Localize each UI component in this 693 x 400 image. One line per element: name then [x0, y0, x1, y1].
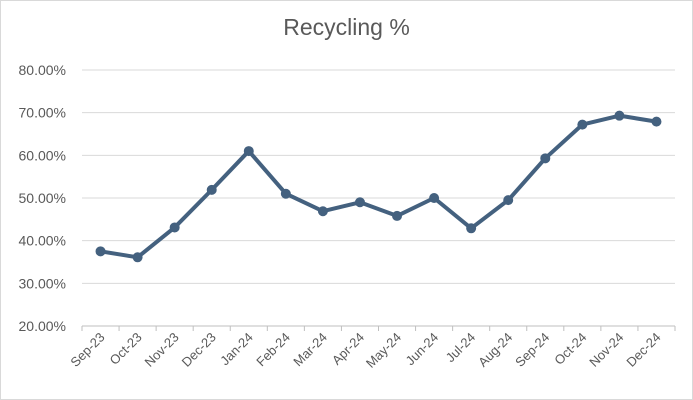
- data-point: [317, 206, 328, 217]
- x-tick-label: May-24: [363, 330, 404, 371]
- y-axis-ticks: 20.00% 30.00% 40.00% 50.00% 60.00% 70.00% 80.0…: [19, 62, 66, 334]
- data-point: [132, 252, 143, 263]
- x-tick-label: Aug-24: [475, 330, 515, 370]
- data-point: [206, 184, 217, 195]
- y-tick-label: 30.00%: [19, 275, 66, 291]
- x-tick-label: Nov-24: [586, 330, 626, 370]
- chart-title: Recycling %: [283, 14, 410, 40]
- x-tick-label: Apr-24: [329, 330, 367, 368]
- x-tick-label: Sep-23: [67, 330, 107, 370]
- x-tick-label: Nov-23: [142, 330, 182, 370]
- x-axis: [81, 325, 676, 331]
- data-point: [503, 195, 514, 206]
- data-point: [577, 119, 588, 130]
- data-point: [95, 246, 106, 257]
- y-tick-label: 60.00%: [19, 147, 66, 163]
- x-tick-label: Jun-24: [403, 330, 442, 369]
- gridlines: [82, 69, 675, 284]
- y-tick-label: 50.00%: [19, 190, 66, 206]
- data-point: [614, 110, 625, 121]
- x-tick-label: Jul-24: [443, 330, 479, 366]
- x-tick-label: Sep-24: [512, 330, 552, 370]
- x-tick-label: Mar-24: [290, 330, 330, 370]
- x-tick-label: Dec-23: [179, 330, 219, 370]
- data-point: [243, 146, 254, 157]
- y-tick-label: 40.00%: [19, 233, 66, 249]
- data-point: [392, 210, 403, 221]
- x-tick-label: Feb-24: [253, 330, 293, 370]
- series-line: [98, 113, 659, 260]
- x-tick-label: Dec-24: [623, 330, 663, 370]
- x-axis-ticks: Sep-23Oct-23Nov-23Dec-23Jan-24Feb-24Mar-…: [67, 330, 663, 371]
- data-point: [280, 188, 291, 199]
- x-tick-label: Oct-23: [107, 330, 145, 368]
- data-point: [466, 223, 477, 234]
- series-group: [95, 110, 662, 263]
- x-tick-label: Oct-24: [551, 330, 589, 368]
- data-point: [169, 222, 180, 233]
- data-point: [354, 197, 365, 208]
- data-point: [429, 193, 440, 203]
- y-tick-label: 20.00%: [19, 318, 66, 334]
- data-point: [540, 153, 551, 164]
- y-tick-label: 70.00%: [19, 105, 66, 121]
- x-tick-label: Jan-24: [217, 330, 256, 369]
- y-tick-label: 80.00%: [19, 62, 66, 78]
- data-point: [651, 116, 662, 127]
